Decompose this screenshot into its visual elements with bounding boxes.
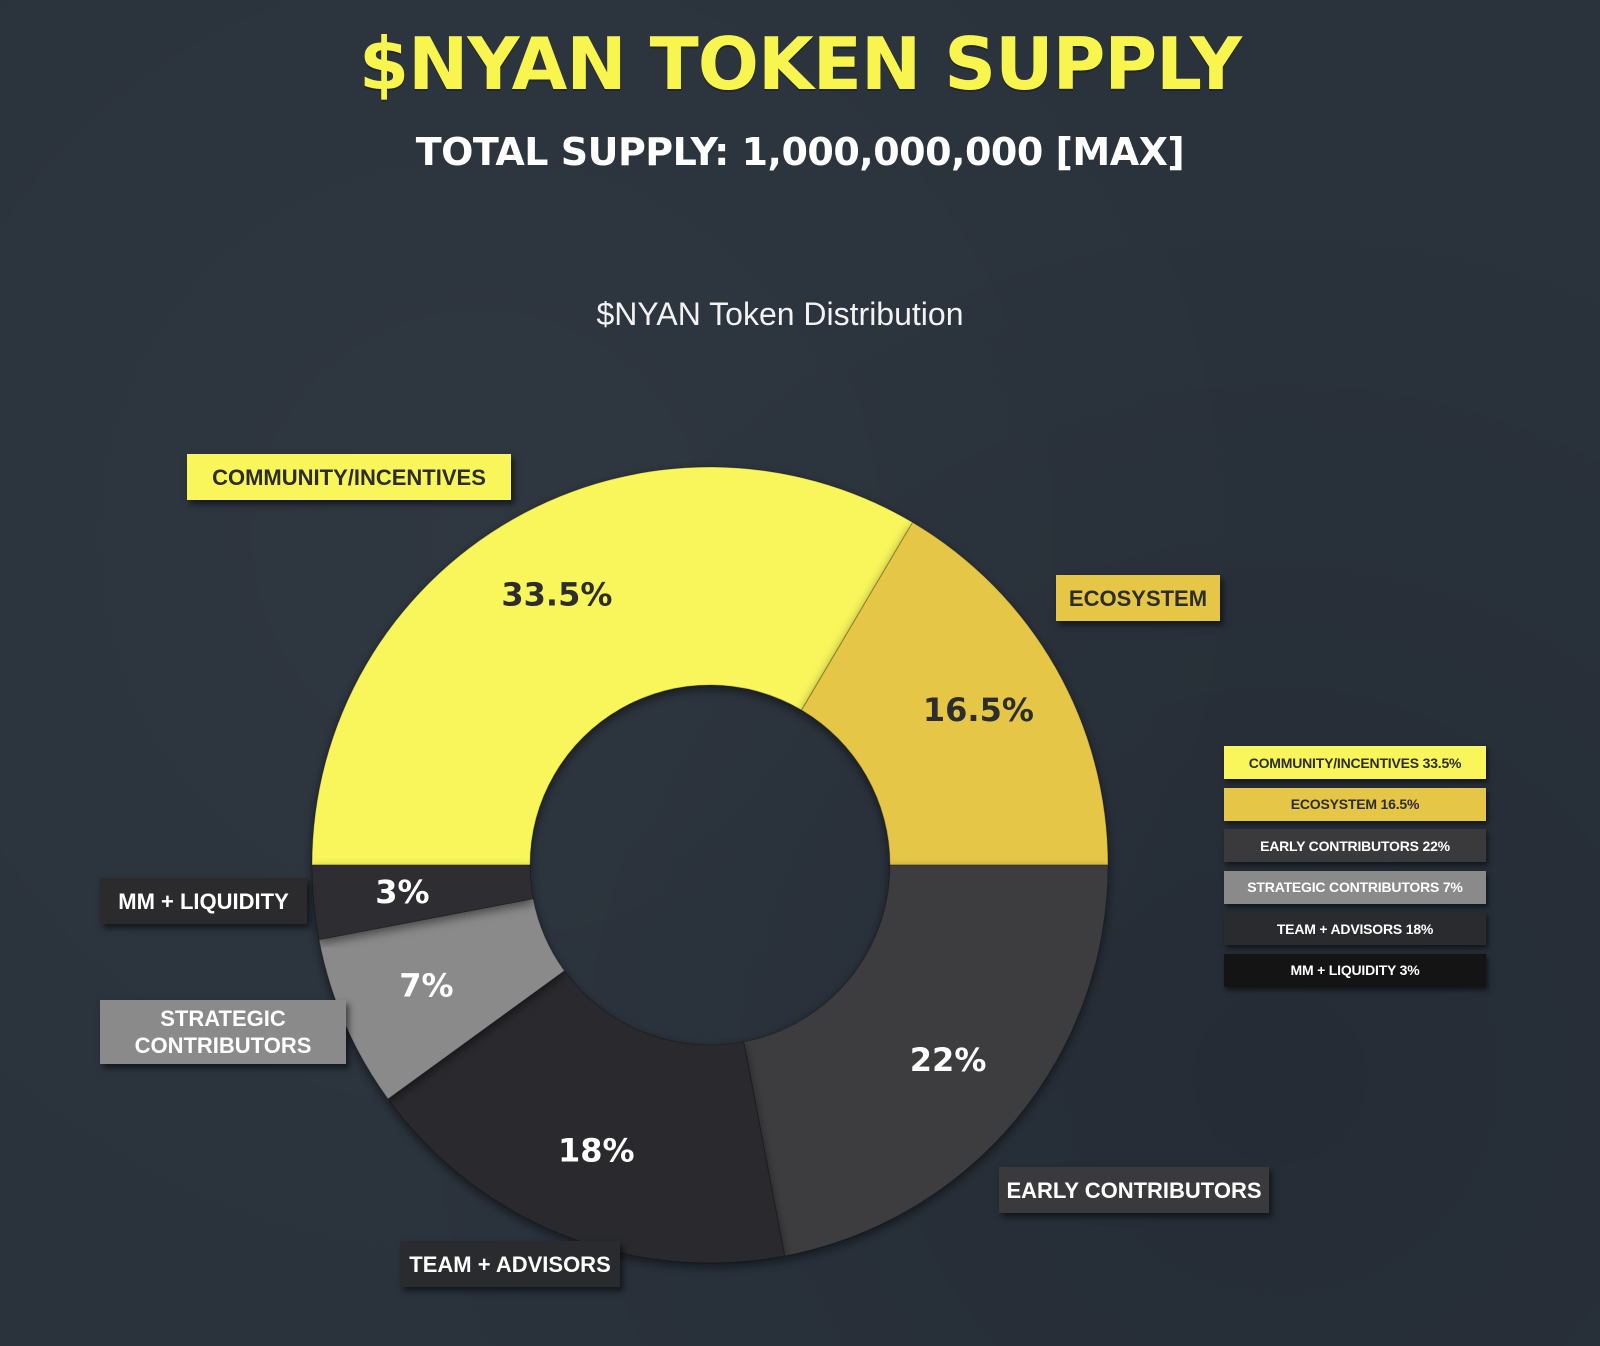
callout-mm-liquidity: MM + LIQUIDITY bbox=[100, 878, 307, 924]
legend-item-mm-liquidity: MM + LIQUIDITY 3% bbox=[1224, 953, 1486, 987]
total-supply-subtitle: TOTAL SUPPLY: 1,000,000,000 [MAX] bbox=[415, 130, 1185, 174]
slice-label-ecosystem: 16.5% bbox=[923, 691, 1034, 729]
slice-ecosystem bbox=[800, 521, 1109, 866]
page-title: $NYAN TOKEN SUPPLY bbox=[359, 22, 1242, 106]
slice-mm-liquidity bbox=[311, 864, 534, 941]
callout-strategic: STRATEGIC CONTRIBUTORS bbox=[100, 1000, 346, 1064]
callout-early-contributors: EARLY CONTRIBUTORS bbox=[999, 1167, 1269, 1213]
legend-item-community: COMMUNITY/INCENTIVES 33.5% bbox=[1224, 746, 1486, 779]
slice-team-advisors bbox=[387, 970, 786, 1264]
legend-item-ecosystem: ECOSYSTEM 16.5% bbox=[1224, 787, 1486, 821]
slice-label-team-advisors: 18% bbox=[558, 1131, 635, 1169]
donut-slice-labels: 33.5% 16.5% 22% 18% 7% 3% bbox=[375, 576, 1034, 1170]
slice-early-contributors bbox=[743, 864, 1109, 1257]
legend: COMMUNITY/INCENTIVES 33.5% ECOSYSTEM 16.… bbox=[1224, 746, 1486, 995]
slice-label-early-contributors: 22% bbox=[910, 1041, 987, 1079]
callout-community: COMMUNITY/INCENTIVES bbox=[187, 454, 511, 500]
slice-label-community-incentives: 33.5% bbox=[501, 576, 612, 614]
callout-ecosystem: ECOSYSTEM bbox=[1056, 575, 1220, 621]
legend-item-early-contributors: EARLY CONTRIBUTORS 22% bbox=[1224, 829, 1486, 862]
legend-item-strategic: STRATEGIC CONTRIBUTORS 7% bbox=[1224, 870, 1486, 904]
slice-label-mm-liquidity: 3% bbox=[375, 873, 429, 911]
chart-title: $NYAN Token Distribution bbox=[596, 296, 964, 332]
callout-team-advisors: TEAM + ADVISORS bbox=[400, 1241, 620, 1287]
legend-item-team-advisors: TEAM + ADVISORS 18% bbox=[1224, 912, 1486, 945]
slice-community-incentives bbox=[311, 466, 914, 866]
donut-slices bbox=[311, 466, 1109, 1264]
slice-label-strategic-contributors: 7% bbox=[399, 967, 453, 1005]
